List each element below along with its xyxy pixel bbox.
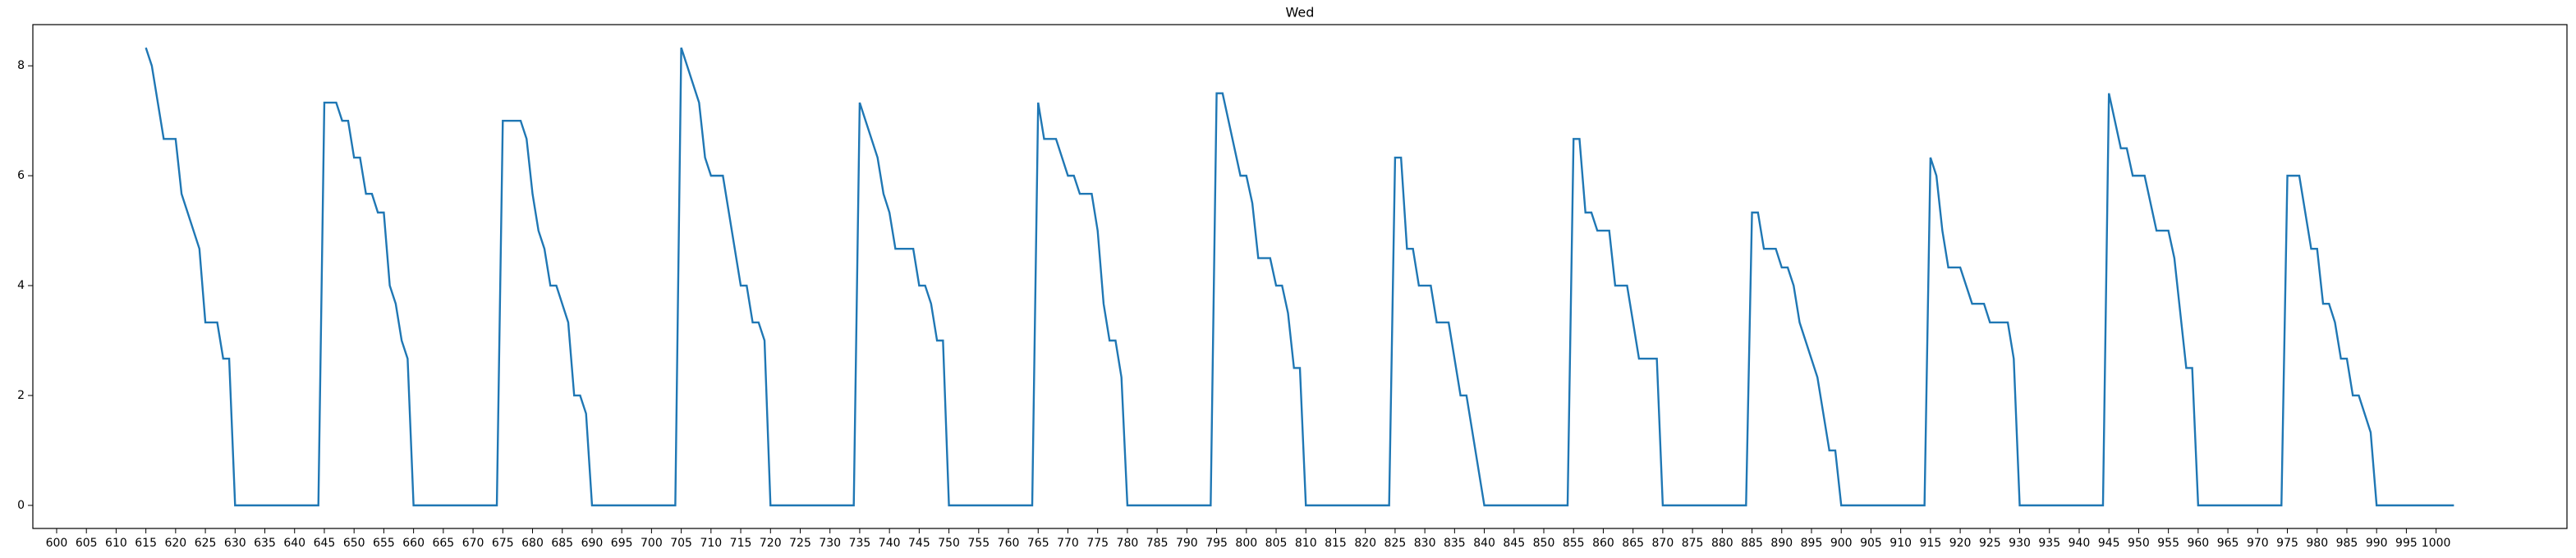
x-tick-label: 645: [314, 537, 336, 550]
x-tick-label: 690: [581, 537, 604, 550]
x-tick-label: 990: [2366, 537, 2388, 550]
x-tick-label: 940: [2069, 537, 2091, 550]
x-tick-label: 640: [283, 537, 305, 550]
x-tick-label: 985: [2336, 537, 2358, 550]
x-tick-label: 820: [1354, 537, 1376, 550]
x-tick-label: 635: [254, 537, 276, 550]
x-tick-label: 825: [1384, 537, 1407, 550]
y-tick-label: 8: [17, 59, 25, 72]
x-tick-label: 815: [1325, 537, 1347, 550]
x-tick-label: 730: [819, 537, 841, 550]
x-tick-label: 770: [1057, 537, 1079, 550]
x-tick-label: 855: [1563, 537, 1585, 550]
x-tick-label: 665: [432, 537, 454, 550]
x-tick-label: 835: [1444, 537, 1466, 550]
x-tick-label: 800: [1235, 537, 1257, 550]
axes-frame: [32, 24, 2568, 529]
y-tick-label: 0: [17, 499, 25, 512]
x-tick-label: 1000: [2422, 537, 2451, 550]
x-tick-label: 675: [492, 537, 514, 550]
x-tick-label: 980: [2306, 537, 2328, 550]
x-tick-label: 995: [2395, 537, 2418, 550]
x-tick-label: 870: [1652, 537, 1674, 550]
x-tick-label: 975: [2276, 537, 2298, 550]
x-tick-label: 780: [1117, 537, 1139, 550]
x-tick-label: 695: [611, 537, 633, 550]
x-tick-label: 725: [789, 537, 811, 550]
x-tick-label: 895: [1801, 537, 1823, 550]
x-tick-label: 880: [1711, 537, 1733, 550]
line-series: [145, 47, 2454, 507]
x-tick-label: 915: [1920, 537, 1942, 550]
x-tick-label: 905: [1860, 537, 1882, 550]
x-tick-label: 810: [1295, 537, 1317, 550]
x-tick-label: 650: [343, 537, 365, 550]
x-tick-label: 935: [2038, 537, 2060, 550]
x-tick-label: 750: [938, 537, 960, 550]
x-tick-label: 760: [998, 537, 1020, 550]
x-tick-label: 860: [1592, 537, 1614, 550]
x-tick-label: 925: [1979, 537, 2001, 550]
x-tick-label: 605: [76, 537, 98, 550]
x-tick-label: 745: [908, 537, 930, 550]
x-tick-label: 610: [105, 537, 127, 550]
x-tick-label: 705: [670, 537, 692, 550]
x-tick-label: 715: [730, 537, 752, 550]
x-tick-label: 910: [1890, 537, 1912, 550]
x-tick-label: 970: [2247, 537, 2269, 550]
x-tick-label: 805: [1265, 537, 1288, 550]
x-tick-label: 655: [373, 537, 395, 550]
x-tick-label: 890: [1770, 537, 1793, 550]
x-tick-label: 930: [2009, 537, 2031, 550]
x-tick-label: 755: [967, 537, 990, 550]
x-tick-label: 885: [1741, 537, 1763, 550]
x-tick-label: 735: [849, 537, 871, 550]
x-tick-label: 950: [2128, 537, 2150, 550]
x-tick-label: 615: [135, 537, 157, 550]
x-tick-label: 865: [1622, 537, 1644, 550]
x-tick-label: 965: [2217, 537, 2239, 550]
x-tick-label: 790: [1176, 537, 1198, 550]
x-tick-label: 960: [2187, 537, 2209, 550]
x-tick-label: 775: [1086, 537, 1109, 550]
x-tick-label: 670: [462, 537, 484, 550]
x-tick-label: 955: [2157, 537, 2179, 550]
x-tick-label: 845: [1503, 537, 1525, 550]
x-tick-label: 900: [1830, 537, 1853, 550]
x-tick-label: 660: [402, 537, 425, 550]
x-tick-label: 710: [700, 537, 722, 550]
x-tick-label: 830: [1414, 537, 1436, 550]
x-tick-label: 620: [164, 537, 186, 550]
chart-title: Wed: [1286, 5, 1315, 21]
y-tick-label: 6: [17, 169, 25, 182]
x-tick-label: 700: [641, 537, 663, 550]
x-tick-label: 765: [1027, 537, 1049, 550]
x-tick-label: 625: [195, 537, 217, 550]
y-tick-label: 2: [17, 389, 25, 402]
x-tick-label: 600: [46, 537, 68, 550]
x-tick-label: 740: [879, 537, 901, 550]
x-tick-label: 680: [521, 537, 544, 550]
x-tick-label: 850: [1533, 537, 1555, 550]
x-tick-label: 795: [1205, 537, 1228, 550]
x-tick-label: 785: [1146, 537, 1169, 550]
x-tick-label: 685: [551, 537, 573, 550]
x-tick-label: 630: [224, 537, 246, 550]
x-tick-label: 875: [1682, 537, 1704, 550]
y-tick-label: 4: [17, 279, 25, 292]
x-tick-label: 720: [760, 537, 782, 550]
x-tick-label: 920: [1949, 537, 1972, 550]
x-tick-label: 945: [2098, 537, 2120, 550]
x-tick-label: 840: [1473, 537, 1495, 550]
